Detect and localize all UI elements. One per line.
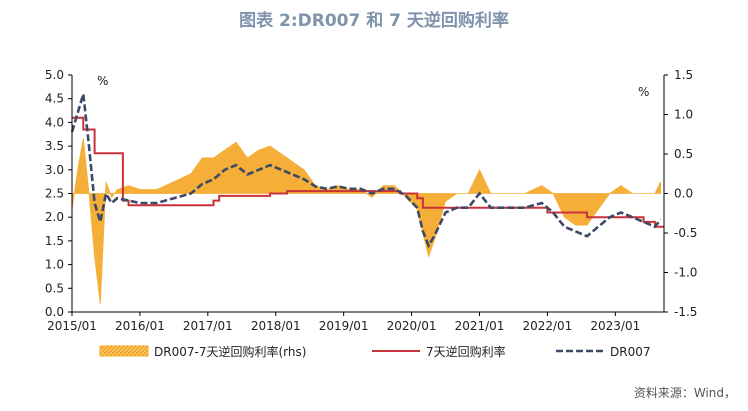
x-tick-label: 2021/01 [455,319,505,333]
left-tick-label: 5.0 [45,68,64,82]
repo-line [72,116,664,228]
chart-title: 图表 2:DR007 和 7 天逆回购利率 [239,11,509,31]
legend-label-dr007: DR007 [610,345,650,359]
left-tick-label: 3.0 [45,163,64,177]
x-tick-label: 2016/01 [115,319,165,333]
right-tick-label: -1.5 [674,305,697,319]
spread-area [71,138,661,305]
left-tick-label: 4.0 [45,115,64,129]
legend: DR007-7天逆回购利率(rhs) 7天逆回购利率 DR007 [99,344,650,359]
x-tick-label: 2022/01 [522,319,572,333]
x-tick-label: 2023/01 [590,319,640,333]
source-note: 资料来源：Wind， [633,386,736,400]
left-tick-label: 1.0 [45,258,64,272]
right-tick-label: -1.0 [674,266,697,280]
left-tick-label: 4.5 [45,92,64,106]
dr007-line [70,93,662,249]
legend-label-repo: 7天逆回购利率 [426,344,506,359]
left-tick-label: 0.0 [45,305,64,319]
x-tick-label: 2015/01 [47,319,97,333]
right-unit-label: % [638,85,649,99]
legend-swatch-spread [99,345,149,357]
right-tick-label: 0.5 [674,147,693,161]
right-tick-label: 0.0 [674,187,693,201]
spread-area-layer [71,138,661,305]
x-tick-label: 2020/01 [387,319,437,333]
right-tick-label: -0.5 [674,226,697,240]
right-tick-label: 1.5 [674,68,693,82]
x-tick-label: 2017/01 [183,319,233,333]
legend-label-spread: DR007-7天逆回购利率(rhs) [154,344,306,359]
left-tick-label: 3.5 [45,139,64,153]
x-tick-label: 2019/01 [319,319,369,333]
left-tick-label: 0.5 [45,281,64,295]
left-tick-label: 2.0 [45,210,64,224]
left-tick-label: 2.5 [45,187,64,201]
right-tick-label: 1.0 [674,108,693,122]
lines-layer [70,93,664,249]
left-unit-label: % [97,74,108,88]
x-tick-label: 2018/01 [251,319,301,333]
axes-layer: 0.0 0.5 1.0 1.5 2.0 2.5 3.0 3.5 4.0 4.5 5.0 -1.5 -1.… [45,68,698,333]
left-tick-label: 1.5 [45,234,64,248]
